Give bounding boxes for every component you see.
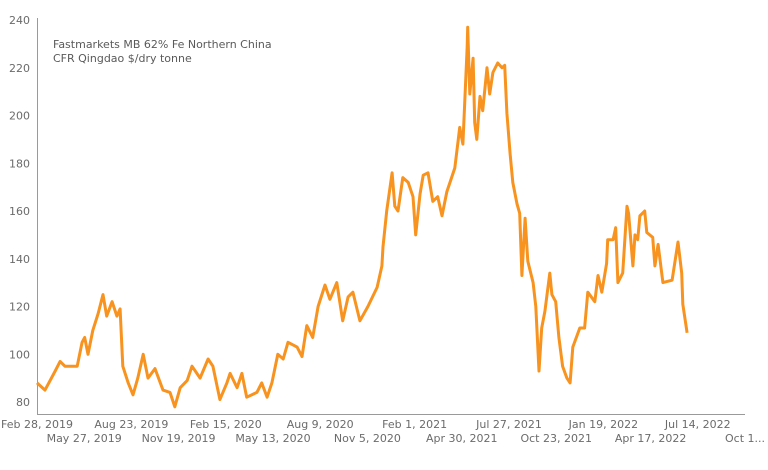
x-tick-label: Jul 27, 2021 [475, 418, 542, 431]
y-tick-label: 240 [9, 14, 30, 27]
x-tick-label: Oct 1... [725, 432, 765, 445]
y-tick-label: 160 [9, 205, 30, 218]
x-tick-label: Jan 19, 2022 [568, 418, 638, 431]
y-tick-label: 80 [16, 396, 30, 409]
x-tick-label: Aug 23, 2019 [94, 418, 168, 431]
y-tick-label: 120 [9, 301, 30, 314]
chart-annotation-line-2: CFR Qingdao $/dry tonne [53, 52, 192, 65]
x-tick-label: Aug 9, 2020 [287, 418, 354, 431]
x-tick-label: Nov 5, 2020 [334, 432, 401, 445]
x-tick-label: Feb 28, 2019 [1, 418, 73, 431]
x-tick-label: May 13, 2020 [235, 432, 310, 445]
x-tick-label: Feb 15, 2020 [190, 418, 262, 431]
x-tick-label: Jul 14, 2022 [664, 418, 731, 431]
y-tick-label: 180 [9, 157, 30, 170]
x-tick-label: Oct 23, 2021 [520, 432, 592, 445]
y-tick-label: 100 [9, 348, 30, 361]
y-tick-label: 220 [9, 62, 30, 75]
x-tick-label: Nov 19, 2019 [142, 432, 216, 445]
x-tick-label: May 27, 2019 [47, 432, 122, 445]
x-tick-label: Feb 1, 2021 [382, 418, 447, 431]
x-tick-label: Apr 30, 2021 [426, 432, 498, 445]
x-tick-label: Apr 17, 2022 [615, 432, 687, 445]
y-tick-label: 140 [9, 253, 30, 266]
price-series-line [35, 25, 689, 409]
y-tick-label: 200 [9, 110, 30, 123]
y-axis-ticks: 80 100 120 140 160 180 200 220 240 [9, 14, 30, 409]
chart-annotation-line-1: Fastmarkets MB 62% Fe Northern China [53, 38, 272, 51]
